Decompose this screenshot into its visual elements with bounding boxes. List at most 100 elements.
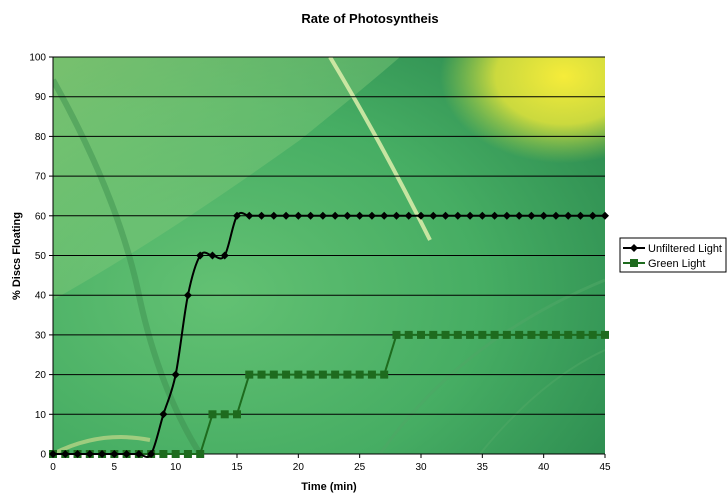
x-tick-label: 5 xyxy=(112,462,118,473)
data-point-green-light xyxy=(515,330,524,339)
data-point-green-light xyxy=(417,330,425,339)
x-tick-label: 20 xyxy=(293,462,305,473)
data-point-green-light xyxy=(171,450,180,458)
x-tick-label: 40 xyxy=(538,462,550,473)
data-point-green-light xyxy=(159,450,168,458)
data-point-unfiltered-light xyxy=(404,211,413,220)
data-point-green-light xyxy=(294,370,303,379)
y-tick-label: 100 xyxy=(29,53,46,64)
data-point-green-light xyxy=(527,330,536,339)
data-point-green-light xyxy=(429,330,438,339)
data-point-green-light xyxy=(404,330,413,339)
data-point-unfiltered-light xyxy=(576,211,585,220)
series-line-unfiltered-light xyxy=(52,211,605,458)
y-tick-label: 90 xyxy=(35,92,47,103)
data-point-unfiltered-light xyxy=(588,211,597,220)
chart-title: Rate of Photosyntheis xyxy=(301,11,438,26)
y-tick-label: 10 xyxy=(35,410,47,421)
y-tick-label: 20 xyxy=(35,370,47,381)
data-point-green-light xyxy=(220,410,229,419)
data-point-unfiltered-light xyxy=(98,450,107,458)
data-point-unfiltered-light xyxy=(515,211,524,220)
data-point-unfiltered-light xyxy=(73,450,82,458)
data-point-green-light xyxy=(306,370,315,379)
data-point-green-light xyxy=(367,370,376,379)
data-point-green-light xyxy=(478,330,487,339)
data-point-green-light xyxy=(318,370,327,379)
data-point-green-light xyxy=(551,330,560,339)
data-point-unfiltered-light xyxy=(294,211,303,220)
data-point-unfiltered-light xyxy=(208,251,217,260)
x-tick-label: 25 xyxy=(354,462,366,473)
data-point-unfiltered-light xyxy=(441,211,450,220)
data-point-unfiltered-light xyxy=(269,211,278,220)
data-point-green-light xyxy=(208,410,217,419)
x-axis-ticks: 0 5 10 15 20 25 30 35 40 45 xyxy=(50,454,611,473)
data-point-unfiltered-light xyxy=(245,211,254,220)
y-tick-label: 80 xyxy=(35,132,47,143)
x-tick-label: 10 xyxy=(170,462,182,473)
x-axis-title: Time (min) xyxy=(301,481,357,493)
legend-item-unfiltered-light: Unfiltered Light xyxy=(623,243,722,255)
data-point-green-light xyxy=(183,450,192,458)
legend-swatch-marker xyxy=(630,259,638,267)
data-point-unfiltered-light xyxy=(466,211,475,220)
data-point-unfiltered-light xyxy=(367,211,376,220)
x-tick-label: 45 xyxy=(599,462,611,473)
data-point-unfiltered-light xyxy=(61,450,70,458)
data-point-green-light xyxy=(588,330,597,339)
data-point-unfiltered-light xyxy=(318,211,327,220)
data-point-unfiltered-light xyxy=(355,211,364,220)
data-point-green-light xyxy=(282,370,291,379)
y-axis-title: % Discs Floating xyxy=(11,212,23,300)
data-point-unfiltered-light xyxy=(601,211,609,220)
data-point-unfiltered-light xyxy=(527,211,536,220)
y-tick-label: 50 xyxy=(35,251,47,262)
data-point-unfiltered-light xyxy=(171,370,180,379)
y-tick-label: 60 xyxy=(35,211,47,222)
y-tick-label: 30 xyxy=(35,330,47,341)
data-point-unfiltered-light xyxy=(502,211,511,220)
data-point-green-light xyxy=(490,330,499,339)
series-unfiltered-light xyxy=(49,211,609,458)
data-point-unfiltered-light xyxy=(183,291,192,300)
data-point-unfiltered-light xyxy=(85,450,94,458)
data-point-unfiltered-light xyxy=(429,211,438,220)
data-point-unfiltered-light xyxy=(343,211,352,220)
legend: Unfiltered Light Green Light xyxy=(619,237,727,273)
data-point-green-light xyxy=(601,330,609,339)
data-point-unfiltered-light xyxy=(417,211,425,220)
legend-label: Unfiltered Light xyxy=(648,243,722,255)
y-tick-label: 0 xyxy=(40,450,46,461)
x-tick-label: 0 xyxy=(50,462,56,473)
data-point-green-light xyxy=(502,330,511,339)
x-tick-label: 35 xyxy=(477,462,489,473)
data-point-unfiltered-light xyxy=(478,211,487,220)
data-point-unfiltered-light xyxy=(49,450,57,458)
data-point-unfiltered-light xyxy=(110,450,119,458)
data-point-green-light xyxy=(343,370,352,379)
y-axis-ticks: 0 10 20 30 40 50 60 70 80 90 100 xyxy=(29,53,53,461)
data-point-unfiltered-light xyxy=(220,251,229,260)
data-point-green-light xyxy=(380,370,389,379)
data-point-green-light xyxy=(392,330,401,339)
legend-swatch-marker xyxy=(630,244,638,252)
y-tick-label: 40 xyxy=(35,291,47,302)
data-point-green-light xyxy=(331,370,340,379)
data-point-unfiltered-light xyxy=(196,251,205,260)
data-point-unfiltered-light xyxy=(380,211,389,220)
data-point-unfiltered-light xyxy=(147,450,156,458)
data-point-green-light xyxy=(466,330,475,339)
y-tick-label: 70 xyxy=(35,172,47,183)
data-point-unfiltered-light xyxy=(551,211,560,220)
data-point-green-light xyxy=(245,370,254,379)
data-point-unfiltered-light xyxy=(392,211,401,220)
data-point-green-light xyxy=(564,330,573,339)
data-point-green-light xyxy=(355,370,364,379)
data-point-unfiltered-light xyxy=(122,450,131,458)
legend-label: Green Light xyxy=(648,258,705,270)
data-point-unfiltered-light xyxy=(233,211,241,220)
data-point-green-light xyxy=(441,330,450,339)
x-tick-label: 30 xyxy=(415,462,427,473)
